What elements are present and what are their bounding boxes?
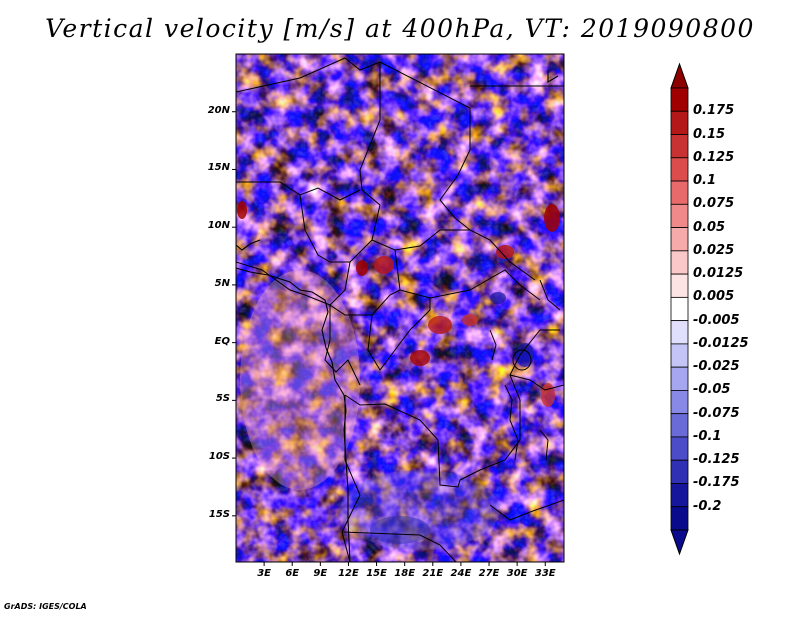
lon-tick-label: 21E	[422, 568, 444, 579]
colorbar-level-label: -0.1	[693, 428, 722, 444]
colorbar-swatch	[670, 87, 689, 112]
lon-tick-label: 9E	[313, 568, 328, 579]
colorbar-level-label: 0.175	[693, 103, 735, 119]
colorbar-level-label: 0.05	[693, 219, 726, 235]
colorbar-swatch	[670, 296, 689, 322]
lat-tick-label: 10S	[208, 451, 230, 463]
map-frame	[235, 53, 565, 563]
colorbar-swatch	[670, 134, 689, 159]
colorbar-level-label: -0.125	[693, 452, 740, 468]
lon-tick-label: 18E	[394, 568, 416, 579]
colorbar-level-label: 0.025	[693, 242, 735, 258]
colorbar-swatch	[670, 157, 689, 182]
colorbar-level-label: -0.005	[693, 312, 740, 328]
colorbar-level-label: -0.0125	[693, 335, 749, 351]
lat-tick-label: EQ	[214, 335, 230, 347]
colorbar-swatch	[670, 110, 689, 135]
colorbar-level-label: -0.075	[693, 405, 740, 421]
lat-tick-label: 5N	[214, 277, 230, 289]
colorbar-level-label: -0.05	[693, 382, 731, 398]
lon-tick-label: 6E	[285, 568, 300, 579]
lon-tick-label: 33E	[534, 568, 556, 579]
grads-credit: GrADS: IGES/COLA	[4, 602, 87, 611]
colorbar-swatch	[670, 390, 689, 415]
lat-tick-label: 20N	[207, 104, 230, 116]
colorbar-swatch	[670, 250, 689, 275]
colorbar-level-label: 0.125	[693, 149, 735, 165]
lon-tick-label: 15E	[366, 568, 387, 579]
colorbar-level-label: 0.005	[693, 289, 735, 305]
colorbar-swatch	[670, 459, 689, 484]
lat-tick-label: 5S	[215, 393, 230, 405]
lakes	[489, 329, 549, 461]
lon-tick-label: 3E	[257, 568, 271, 579]
lon-tick-label: 27E	[478, 568, 500, 579]
colorbar-swatch	[670, 366, 689, 391]
colorbar-swatch	[670, 343, 689, 368]
colorbar-swatch	[670, 180, 689, 205]
coastline	[236, 70, 559, 562]
colorbar-swatch	[670, 320, 689, 345]
colorbar-swatch	[670, 436, 689, 461]
axis-ticks	[232, 111, 546, 566]
colorbar	[670, 62, 689, 556]
colorbar-swatch	[670, 227, 689, 252]
lon-tick-label: 12E	[338, 568, 359, 579]
colorbar-swatch	[670, 413, 689, 438]
lat-tick-label: 10N	[207, 220, 230, 232]
chart-title: Vertical velocity [m/s] at 400hPa, VT: 2…	[45, 14, 755, 43]
colorbar-level-label: 0.075	[693, 196, 735, 212]
vertical-velocity-field	[236, 54, 564, 562]
lon-tick-label: 24E	[450, 568, 472, 579]
colorbar-swatch	[670, 203, 689, 228]
colorbar-swatch	[670, 506, 689, 531]
colorbar-level-label: 0.1	[693, 173, 717, 189]
lon-tick-label: 30E	[506, 568, 528, 579]
colorbar-level-label: 0.0125	[693, 266, 744, 282]
updraft-cores	[237, 201, 560, 407]
colorbar-swatch	[670, 273, 689, 298]
colorbar-swatch	[670, 483, 689, 508]
colorbar-level-label: -0.175	[693, 475, 740, 491]
colorbar-level-label: -0.025	[693, 359, 740, 375]
colorbar-level-label: 0.15	[693, 126, 726, 142]
colorbar-bottom-triangle	[670, 529, 689, 556]
colorbar-level-label: -0.2	[693, 498, 722, 514]
lat-tick-label: 15N	[207, 162, 230, 174]
lat-tick-label: 15S	[208, 508, 230, 520]
subsidence-cores	[370, 292, 534, 544]
colorbar-top-triangle	[670, 62, 689, 89]
